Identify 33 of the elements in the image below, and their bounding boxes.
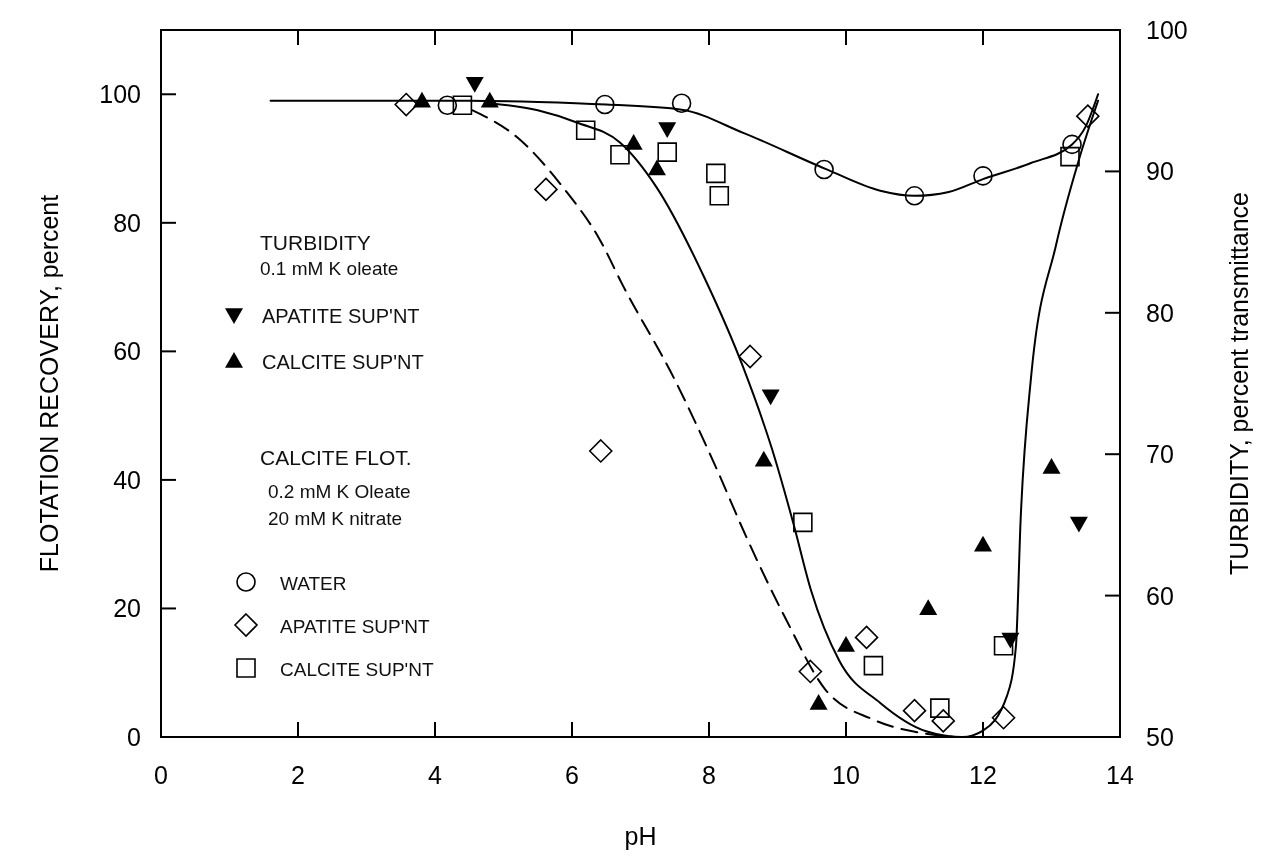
- x-tick-label: 14: [1106, 761, 1134, 789]
- y-tick-label: 20: [113, 594, 141, 623]
- y-axis-title: FLOTATION RECOVERY, percent: [35, 194, 63, 573]
- y2-tick-label: 60: [1146, 581, 1174, 610]
- y-tick-label: 80: [113, 208, 141, 237]
- legend-label: CALCITE SUP'NT: [262, 351, 424, 373]
- annotation: 20 mM K nitrate: [268, 508, 403, 529]
- y2-tick-label: 50: [1146, 723, 1174, 751]
- y-tick-label: 0: [127, 723, 141, 751]
- y2-tick-label: 80: [1146, 298, 1174, 327]
- y2-tick-label: 70: [1146, 440, 1174, 469]
- legend-label: WATER: [280, 573, 347, 594]
- x-axis-title: pH: [624, 822, 657, 850]
- y-tick-label: 60: [113, 337, 141, 366]
- y2-tick-label: 100: [1146, 16, 1188, 44]
- legend-label: APATITE SUP'NT: [262, 305, 420, 327]
- y2-axis-title: TURBIDITY, percent transmittance: [1225, 191, 1253, 576]
- legend-label: APATITE SUP'NT: [280, 616, 431, 637]
- y-tick-label: 100: [99, 80, 141, 109]
- annotation: TURBIDITY: [260, 231, 371, 254]
- annotation: 0.2 mM K Oleate: [268, 481, 411, 502]
- legend-label: CALCITE SUP'NT: [280, 659, 434, 680]
- annotation: 0.1 mM K oleate: [260, 258, 399, 279]
- x-tick-label: 6: [565, 761, 579, 789]
- y-tick-label: 40: [113, 465, 141, 494]
- x-tick-label: 0: [154, 761, 168, 789]
- x-tick-label: 8: [702, 761, 716, 789]
- annotation: CALCITE FLOT.: [260, 446, 412, 469]
- x-tick-label: 10: [832, 761, 860, 789]
- x-tick-label: 12: [969, 761, 997, 789]
- x-tick-label: 2: [291, 761, 305, 789]
- y2-tick-label: 90: [1146, 157, 1174, 186]
- x-tick-label: 4: [428, 761, 443, 789]
